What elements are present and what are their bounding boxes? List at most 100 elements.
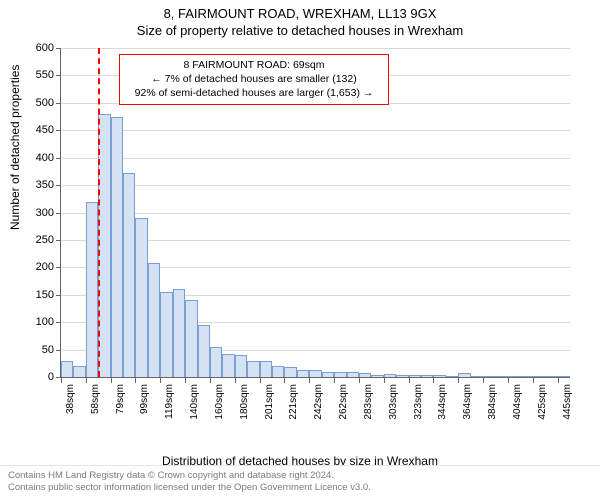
histogram-bar xyxy=(148,263,160,377)
y-tick-label: 500 xyxy=(14,97,54,109)
figure-container: 8, FAIRMOUNT ROAD, WREXHAM, LL13 9GX Siz… xyxy=(0,0,600,500)
x-tick-label: 201sqm xyxy=(264,384,275,420)
histogram-bar xyxy=(185,300,197,377)
y-tick-mark xyxy=(56,48,61,49)
x-tick-mark xyxy=(558,378,559,383)
histogram-bar xyxy=(173,289,185,377)
y-tick-mark xyxy=(56,130,61,131)
histogram-bar xyxy=(446,376,458,377)
x-tick-mark xyxy=(260,378,261,383)
figure-subtitle: Size of property relative to detached ho… xyxy=(0,21,600,38)
x-tick-mark xyxy=(235,378,236,383)
chart-area: 05010015020025030035040045050055060038sq… xyxy=(60,48,570,420)
x-tick-label: 160sqm xyxy=(214,384,225,420)
histogram-bar xyxy=(247,361,259,377)
footer-line-2: Contains public sector information licen… xyxy=(8,482,592,494)
grid-line xyxy=(61,185,570,186)
histogram-bar xyxy=(433,375,445,377)
histogram-bar xyxy=(73,366,85,377)
histogram-bar xyxy=(483,376,495,377)
y-tick-label: 250 xyxy=(14,234,54,246)
y-tick-mark xyxy=(56,158,61,159)
histogram-bar xyxy=(135,218,147,377)
x-tick-label: 180sqm xyxy=(239,384,250,420)
grid-line xyxy=(61,158,570,159)
x-tick-label: 242sqm xyxy=(313,384,324,420)
histogram-bar xyxy=(260,361,272,377)
x-tick-label: 262sqm xyxy=(338,384,349,420)
x-tick-label: 445sqm xyxy=(562,384,573,420)
histogram-bar xyxy=(558,376,570,377)
y-tick-label: 450 xyxy=(14,124,54,136)
y-tick-label: 300 xyxy=(14,207,54,219)
x-tick-label: 425sqm xyxy=(537,384,548,420)
y-tick-mark xyxy=(56,350,61,351)
x-tick-label: 99sqm xyxy=(139,384,150,414)
x-tick-label: 79sqm xyxy=(115,384,126,414)
histogram-bar xyxy=(508,376,520,377)
x-tick-mark xyxy=(409,378,410,383)
histogram-bar xyxy=(123,173,135,377)
y-tick-mark xyxy=(56,185,61,186)
histogram-bar xyxy=(111,117,123,377)
x-tick-mark xyxy=(309,378,310,383)
x-tick-mark xyxy=(384,378,385,383)
histogram-bar xyxy=(371,375,383,377)
annotation-line: ← 7% of detached houses are smaller (132… xyxy=(126,72,382,86)
histogram-bar xyxy=(421,375,433,377)
figure-title-address: 8, FAIRMOUNT ROAD, WREXHAM, LL13 9GX xyxy=(0,0,600,21)
y-tick-label: 600 xyxy=(14,42,54,54)
x-tick-label: 221sqm xyxy=(288,384,299,420)
x-tick-label: 58sqm xyxy=(90,384,101,414)
histogram-bar xyxy=(520,376,532,377)
x-tick-label: 323sqm xyxy=(413,384,424,420)
grid-line xyxy=(61,48,570,49)
y-tick-mark xyxy=(56,213,61,214)
x-tick-mark xyxy=(210,378,211,383)
x-tick-mark xyxy=(433,378,434,383)
annotation-box: 8 FAIRMOUNT ROAD: 69sqm← 7% of detached … xyxy=(119,54,389,105)
y-tick-label: 150 xyxy=(14,289,54,301)
histogram-bar xyxy=(384,374,396,377)
x-tick-label: 283sqm xyxy=(363,384,374,420)
histogram-bar xyxy=(309,370,321,377)
y-axis-label: Number of detached properties xyxy=(8,65,22,230)
histogram-bar xyxy=(496,376,508,377)
histogram-bar xyxy=(334,372,346,377)
histogram-bar xyxy=(272,366,284,377)
histogram-bar xyxy=(533,376,545,377)
histogram-bar xyxy=(235,355,247,377)
footer-attribution: Contains HM Land Registry data © Crown c… xyxy=(0,465,600,500)
x-tick-mark xyxy=(111,378,112,383)
annotation-line: 8 FAIRMOUNT ROAD: 69sqm xyxy=(126,58,382,72)
y-tick-mark xyxy=(56,75,61,76)
histogram-bar xyxy=(458,373,470,377)
plot-area: 05010015020025030035040045050055060038sq… xyxy=(60,48,570,378)
histogram-bar xyxy=(198,325,210,377)
x-tick-mark xyxy=(284,378,285,383)
y-tick-mark xyxy=(56,267,61,268)
x-tick-label: 119sqm xyxy=(164,384,175,419)
y-tick-mark xyxy=(56,103,61,104)
x-tick-mark xyxy=(533,378,534,383)
x-tick-label: 344sqm xyxy=(437,384,448,420)
x-tick-mark xyxy=(334,378,335,383)
histogram-bar xyxy=(297,370,309,377)
x-tick-mark xyxy=(185,378,186,383)
grid-line xyxy=(61,213,570,214)
histogram-bar xyxy=(61,361,73,377)
y-tick-label: 350 xyxy=(14,179,54,191)
y-tick-label: 400 xyxy=(14,152,54,164)
histogram-bar xyxy=(160,292,172,377)
x-tick-mark xyxy=(61,378,62,383)
histogram-bar xyxy=(322,372,334,377)
grid-line xyxy=(61,130,570,131)
histogram-bar xyxy=(347,372,359,377)
y-tick-label: 0 xyxy=(14,371,54,383)
x-tick-label: 140sqm xyxy=(189,384,200,420)
y-tick-mark xyxy=(56,322,61,323)
y-tick-mark xyxy=(56,295,61,296)
histogram-bar xyxy=(396,375,408,377)
histogram-bar xyxy=(545,376,557,377)
y-tick-label: 100 xyxy=(14,316,54,328)
